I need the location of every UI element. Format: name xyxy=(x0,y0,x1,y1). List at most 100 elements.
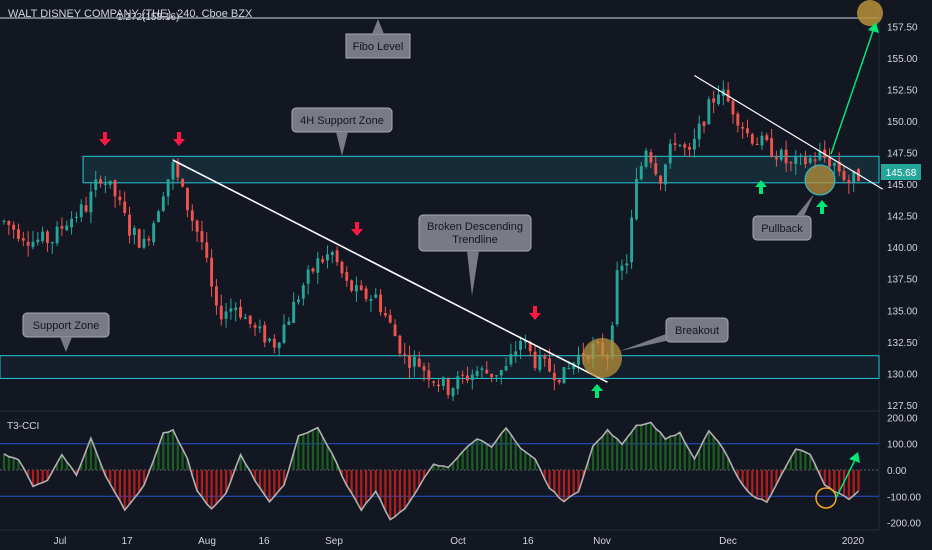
oscillator-title: T3-CCI xyxy=(7,421,39,432)
candle-body xyxy=(132,228,136,236)
candle-body xyxy=(779,149,783,160)
last-price-text: 145.68 xyxy=(886,168,917,179)
up-arrow-icon xyxy=(816,200,828,214)
candle-body xyxy=(634,179,638,220)
candle-body xyxy=(321,259,325,262)
candle-body xyxy=(137,229,141,248)
candle-body xyxy=(422,366,426,371)
candle-body xyxy=(446,378,450,395)
candle-body xyxy=(688,146,691,150)
candle-body xyxy=(46,231,49,243)
candle-body xyxy=(673,143,677,145)
candle-body xyxy=(84,205,88,212)
candle-body xyxy=(55,226,59,244)
candle-body xyxy=(108,180,112,185)
time-tick-label: 17 xyxy=(121,536,133,547)
candle-body xyxy=(383,313,387,316)
candle-body xyxy=(340,261,344,274)
time-tick-label: Aug xyxy=(198,536,216,547)
candle-body xyxy=(562,367,566,384)
callout-broken-text-2: Trendline xyxy=(452,234,497,246)
candle-body xyxy=(567,368,571,370)
fibo-level-label: 1.272(158.16) xyxy=(117,12,179,23)
candle-body xyxy=(663,164,667,185)
candle-body xyxy=(499,369,503,376)
candle-body xyxy=(118,196,122,201)
candle-body xyxy=(157,211,160,223)
projection-arrowhead-icon xyxy=(868,22,879,33)
candle-body xyxy=(794,157,798,164)
pullback-marker xyxy=(804,164,836,196)
price-tick-label: 147.50 xyxy=(887,149,918,160)
down-arrow-icon xyxy=(529,306,541,320)
candle-body xyxy=(765,135,769,141)
candle-body xyxy=(181,179,185,187)
candle-body xyxy=(485,369,489,374)
candle-body xyxy=(364,288,368,300)
candle-body xyxy=(17,229,20,239)
candle-body xyxy=(712,98,716,103)
price-tick-label: 140.00 xyxy=(887,243,918,254)
candle-body xyxy=(494,375,498,377)
callout-broken-text-1: Broken Descending xyxy=(427,221,523,233)
up-arrow-icon xyxy=(755,180,767,194)
projection-line xyxy=(830,27,875,155)
candle-body xyxy=(113,180,117,197)
candle-body xyxy=(306,269,310,284)
candle-body xyxy=(354,285,358,292)
candle-body xyxy=(359,285,363,290)
candle-body xyxy=(683,144,687,148)
candle-body xyxy=(7,221,11,225)
candle-body xyxy=(470,374,474,380)
price-tick-label: 155.00 xyxy=(887,54,918,65)
callout-fibo-text: Fibo Level xyxy=(353,41,404,53)
candle-body xyxy=(248,315,252,324)
descending-trendline xyxy=(694,75,883,190)
candle-body xyxy=(615,270,619,325)
cci-tick-label: -200.00 xyxy=(887,519,921,530)
candle-body xyxy=(818,150,822,160)
price-tick-label: 137.50 xyxy=(887,275,918,286)
candle-body xyxy=(654,163,658,175)
cci-tick-label: 100.00 xyxy=(887,440,918,451)
price-tick-label: 152.50 xyxy=(887,85,918,96)
candle-body xyxy=(466,375,469,381)
candle-body xyxy=(697,123,701,140)
candle-body xyxy=(89,191,93,213)
candle-body xyxy=(702,121,706,126)
time-tick-label: 16 xyxy=(258,536,270,547)
candle-body xyxy=(639,166,643,180)
candle-body xyxy=(311,268,315,272)
candle-body xyxy=(200,231,204,243)
candle-body xyxy=(408,355,411,368)
candle-body xyxy=(229,308,233,312)
candle-body xyxy=(755,144,759,146)
callout-pullback: Pullback xyxy=(752,194,814,241)
candle-body xyxy=(123,201,127,213)
time-tick-label: 2020 xyxy=(842,536,865,547)
candle-body xyxy=(799,155,803,157)
candle-body xyxy=(490,373,494,378)
candle-body xyxy=(234,307,238,311)
candle-body xyxy=(74,216,78,218)
descending-trendline xyxy=(172,159,608,383)
candle-body xyxy=(523,341,527,343)
candle-body xyxy=(297,299,300,302)
candle-body xyxy=(509,354,513,365)
candle-body xyxy=(625,263,629,266)
candle-body xyxy=(741,126,745,129)
candle-body xyxy=(292,302,296,323)
breakout-marker xyxy=(582,338,622,378)
candle-body xyxy=(41,231,45,241)
candle-body xyxy=(736,113,740,126)
candle-body xyxy=(548,358,551,372)
candle-body xyxy=(403,353,407,355)
candle-body xyxy=(36,239,40,243)
candle-body xyxy=(147,238,151,241)
candle-body xyxy=(161,196,165,211)
candle-body xyxy=(176,161,180,178)
candle-body xyxy=(533,351,537,368)
cci-tick-label: 0.00 xyxy=(887,466,907,477)
callout-breakout-text: Breakout xyxy=(675,325,719,337)
price-tick-label: 157.50 xyxy=(887,22,918,33)
